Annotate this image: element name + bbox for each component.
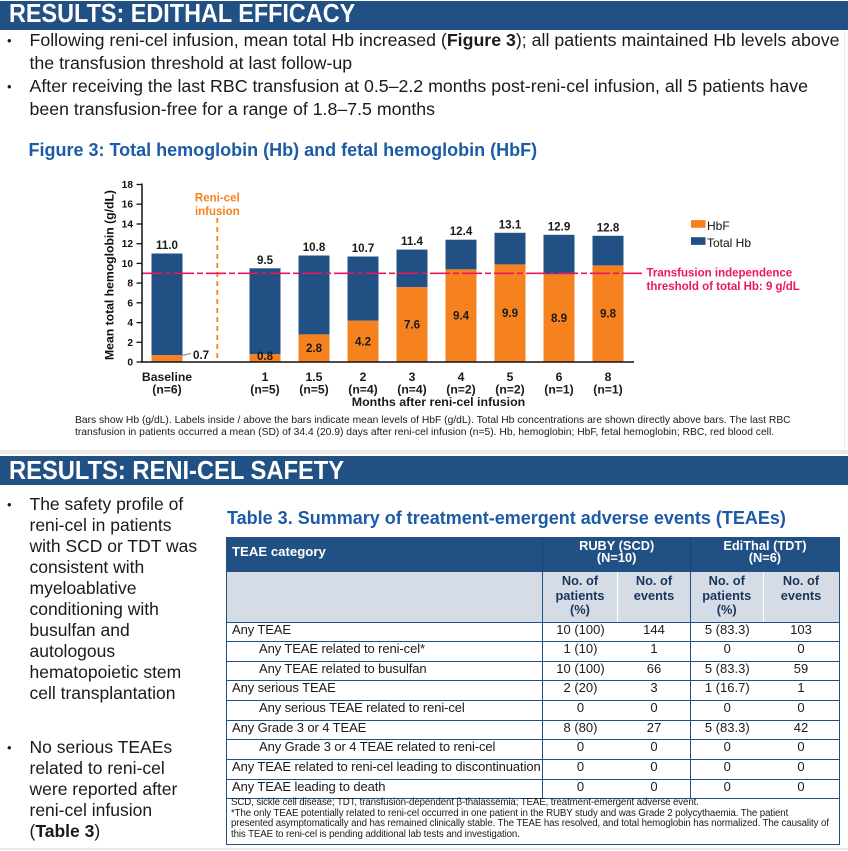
svg-text:18: 18: [122, 180, 134, 191]
svg-text:(n=5): (n=5): [299, 383, 328, 397]
svg-text:(n=1): (n=1): [544, 383, 573, 397]
svg-text:(n=4): (n=4): [397, 383, 426, 397]
svg-text:10.8: 10.8: [303, 241, 326, 254]
svg-text:12: 12: [122, 239, 134, 250]
svg-text:0.8: 0.8: [257, 350, 274, 363]
svg-text:4: 4: [127, 318, 133, 329]
svg-text:9.5: 9.5: [257, 254, 274, 267]
svg-text:Baseline: Baseline: [142, 370, 192, 384]
svg-text:8: 8: [127, 279, 133, 290]
svg-text:Mean total hemoglobin (g/dL): Mean total hemoglobin (g/dL): [103, 190, 117, 360]
svg-text:2: 2: [360, 370, 367, 384]
svg-text:0: 0: [127, 358, 133, 369]
svg-text:8: 8: [605, 370, 612, 384]
svg-text:10.7: 10.7: [352, 242, 375, 255]
svg-text:11.4: 11.4: [401, 235, 423, 248]
svg-text:(n=2): (n=2): [495, 383, 524, 397]
svg-text:1: 1: [262, 370, 269, 384]
svg-text:0.7: 0.7: [193, 349, 209, 362]
svg-text:Reni-cel: Reni-cel: [195, 193, 240, 205]
svg-text:13.1: 13.1: [499, 218, 522, 231]
svg-text:7.6: 7.6: [404, 319, 421, 332]
svg-text:4.2: 4.2: [355, 335, 371, 348]
svg-text:16: 16: [122, 200, 134, 211]
svg-text:11.0: 11.0: [156, 239, 178, 252]
svg-text:6: 6: [556, 370, 563, 384]
svg-text:Transfusion independence: Transfusion independence: [647, 268, 793, 280]
svg-text:Months after reni-cel infusion: Months after reni-cel infusion: [352, 395, 525, 409]
svg-text:4: 4: [458, 370, 465, 384]
svg-text:2.8: 2.8: [306, 342, 323, 355]
svg-text:14: 14: [122, 220, 134, 231]
svg-text:12.4: 12.4: [450, 225, 473, 238]
svg-text:8.9: 8.9: [551, 312, 568, 325]
svg-text:2: 2: [127, 338, 133, 349]
svg-text:9.4: 9.4: [453, 310, 470, 323]
svg-text:10: 10: [122, 259, 134, 270]
svg-text:9.9: 9.9: [502, 307, 519, 320]
svg-text:12.9: 12.9: [548, 220, 571, 233]
svg-text:(n=4): (n=4): [348, 383, 377, 397]
svg-text:5: 5: [507, 370, 514, 384]
svg-text:(n=6): (n=6): [152, 383, 181, 397]
svg-text:infusion: infusion: [195, 206, 240, 218]
svg-text:9.8: 9.8: [600, 308, 617, 321]
svg-text:(n=1): (n=1): [593, 383, 622, 397]
svg-text:(n=2): (n=2): [446, 383, 475, 397]
svg-text:Total Hb: Total Hb: [707, 236, 751, 250]
svg-text:6: 6: [127, 298, 133, 309]
svg-text:3: 3: [409, 370, 416, 384]
svg-text:1.5: 1.5: [306, 370, 323, 384]
svg-text:12.8: 12.8: [597, 221, 620, 234]
svg-text:(n=5): (n=5): [250, 383, 279, 397]
svg-text:threshold of total Hb: 9 g/dL: threshold of total Hb: 9 g/dL: [647, 281, 800, 293]
svg-text:HbF: HbF: [707, 219, 730, 233]
